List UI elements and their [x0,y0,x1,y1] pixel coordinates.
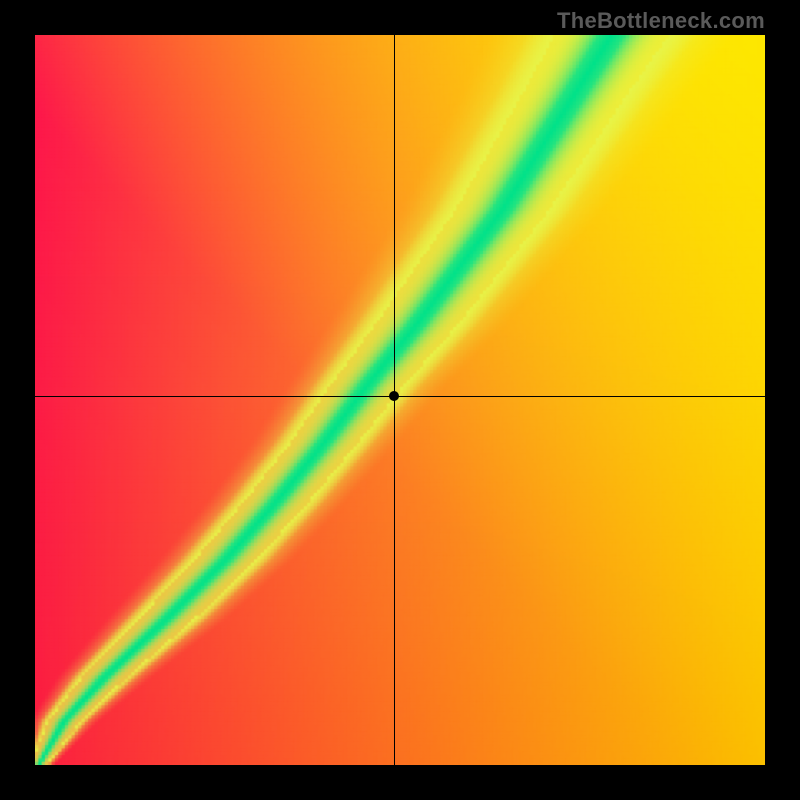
watermark-text: TheBottleneck.com [557,8,765,34]
heatmap-plot [35,35,765,765]
crosshair-horizontal [35,396,765,397]
heatmap-canvas [35,35,765,765]
chart-container: TheBottleneck.com [0,0,800,800]
crosshair-marker [389,391,399,401]
